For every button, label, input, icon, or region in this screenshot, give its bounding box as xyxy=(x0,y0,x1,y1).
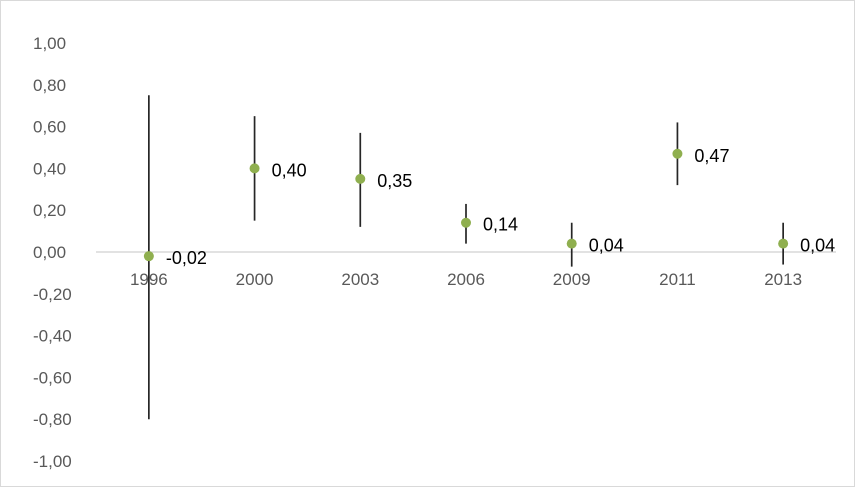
y-tick-label: 0,60 xyxy=(33,118,66,137)
data-point xyxy=(249,163,260,174)
data-label: 0,04 xyxy=(589,236,624,256)
y-tick-label: 0,20 xyxy=(33,201,66,220)
data-point xyxy=(672,148,683,159)
error-bars xyxy=(148,95,784,420)
data-label: 0,35 xyxy=(377,171,412,191)
data-point xyxy=(461,217,471,228)
data-point xyxy=(143,251,154,262)
data-label: 0,47 xyxy=(694,146,729,166)
data-point xyxy=(566,238,577,249)
data-label: 0,04 xyxy=(800,236,835,256)
data-points xyxy=(143,148,789,262)
x-tick-label: 2009 xyxy=(553,270,591,289)
y-tick-label: 0,00 xyxy=(33,243,66,262)
data-labels: -0,02 0,40 0,35 0,14 0,04 0,47 0,04 xyxy=(166,146,835,268)
data-point xyxy=(355,173,366,184)
data-label: 0,14 xyxy=(483,215,518,235)
y-tick-label: -0,60 xyxy=(33,368,72,387)
y-tick-label: -0,80 xyxy=(33,410,72,429)
y-tick-label: 1,00 xyxy=(33,34,66,53)
y-tick-label: 0,40 xyxy=(33,159,66,178)
x-tick-label: 2000 xyxy=(236,270,274,289)
y-tick-label: -0,40 xyxy=(33,327,72,346)
y-axis-tick-labels: 1,00 0,80 0,60 0,40 0,20 0,00 -0,20 -0,40 -0,60 -… xyxy=(33,34,72,471)
x-tick-label: 2006 xyxy=(447,270,485,289)
y-tick-label: 0,80 xyxy=(33,76,66,95)
y-tick-label: -1,00 xyxy=(33,452,72,471)
y-tick-label: -0,20 xyxy=(33,285,72,304)
data-point xyxy=(778,238,789,249)
data-label: -0,02 xyxy=(166,248,207,268)
data-label: 0,40 xyxy=(272,160,307,180)
x-tick-label: 2011 xyxy=(659,270,696,289)
x-tick-label: 2013 xyxy=(764,270,802,289)
x-tick-label: 2003 xyxy=(341,270,379,289)
x-axis-tick-labels: 1996 2000 2003 2006 2009 2011 2013 xyxy=(130,270,802,289)
